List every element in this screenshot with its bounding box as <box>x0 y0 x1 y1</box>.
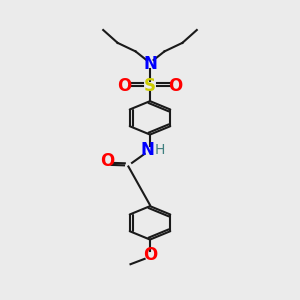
Text: N: N <box>143 55 157 73</box>
Text: H: H <box>154 143 165 157</box>
Text: O: O <box>143 246 157 264</box>
Text: O: O <box>168 77 183 95</box>
Text: N: N <box>140 141 154 159</box>
Text: O: O <box>117 77 132 95</box>
Text: O: O <box>100 152 114 170</box>
Text: S: S <box>144 77 156 95</box>
